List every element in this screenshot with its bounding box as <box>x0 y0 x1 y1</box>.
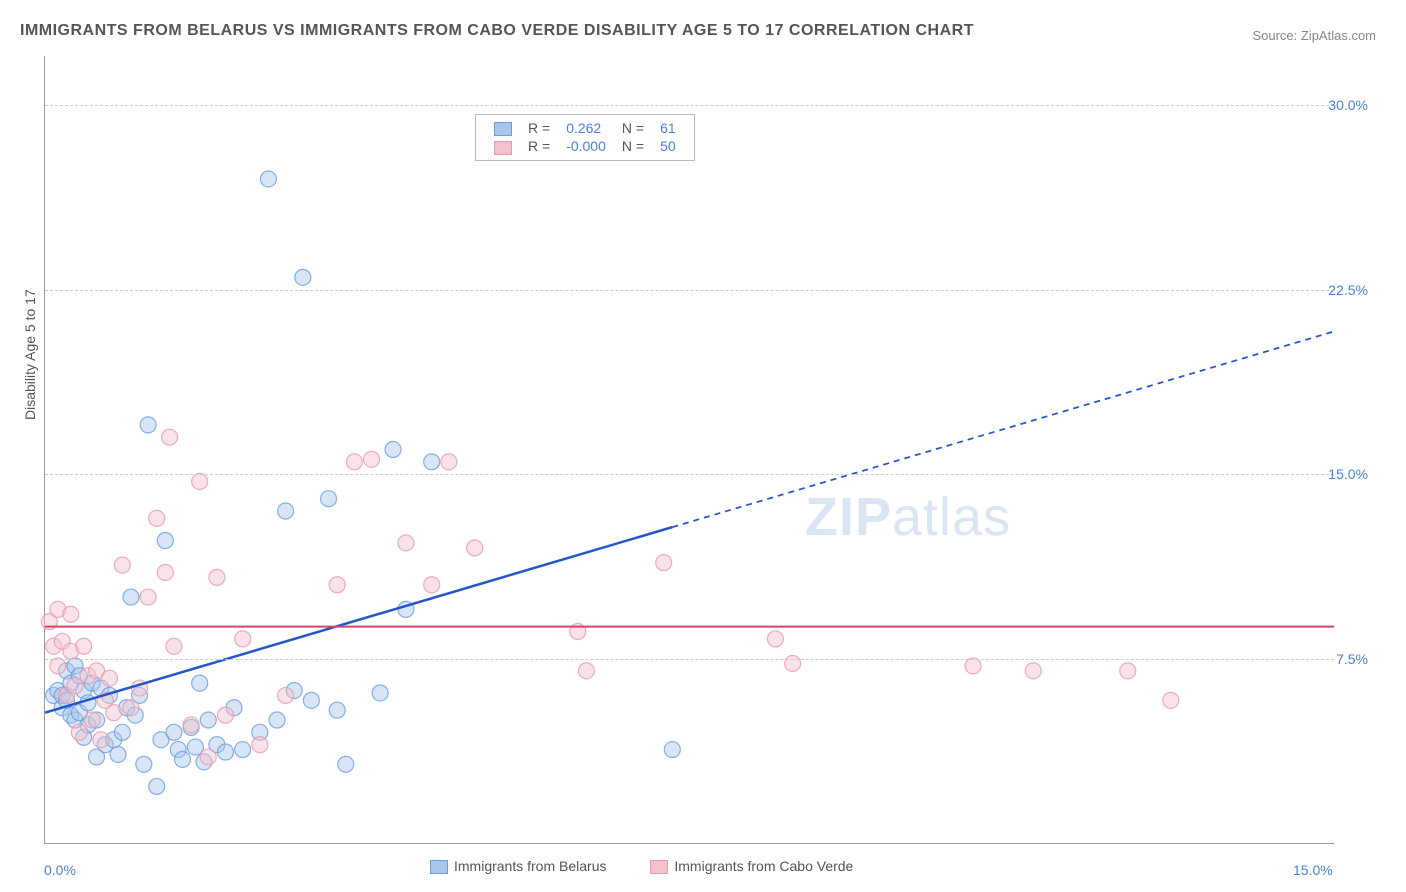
legend-item-caboverde: Immigrants from Cabo Verde <box>650 858 853 874</box>
x-tick-label: 0.0% <box>44 862 76 878</box>
y-tick-label: 22.5% <box>1328 282 1368 298</box>
chart-title: IMMIGRANTS FROM BELARUS VS IMMIGRANTS FR… <box>20 22 974 40</box>
series-legend: Immigrants from Belarus Immigrants from … <box>430 858 893 874</box>
plot-area: ZIPatlas R =0.262 N =61 R =-0.000 N =50 <box>44 56 1334 844</box>
swatch-belarus <box>494 122 512 136</box>
y-tick-label: 30.0% <box>1328 97 1368 113</box>
chart-svg <box>45 56 1334 843</box>
y-tick-label: 15.0% <box>1328 466 1368 482</box>
swatch-caboverde <box>494 141 512 155</box>
x-tick-label: 15.0% <box>1293 862 1333 878</box>
legend-item-belarus: Immigrants from Belarus <box>430 858 606 874</box>
source-attribution: Source: ZipAtlas.com <box>1252 28 1376 43</box>
legend-row-caboverde: R =-0.000 N =50 <box>486 137 684 155</box>
legend-row-belarus: R =0.262 N =61 <box>486 119 684 137</box>
correlation-legend: R =0.262 N =61 R =-0.000 N =50 <box>475 114 695 161</box>
y-tick-label: 7.5% <box>1336 651 1368 667</box>
y-axis-label: Disability Age 5 to 17 <box>22 289 38 420</box>
